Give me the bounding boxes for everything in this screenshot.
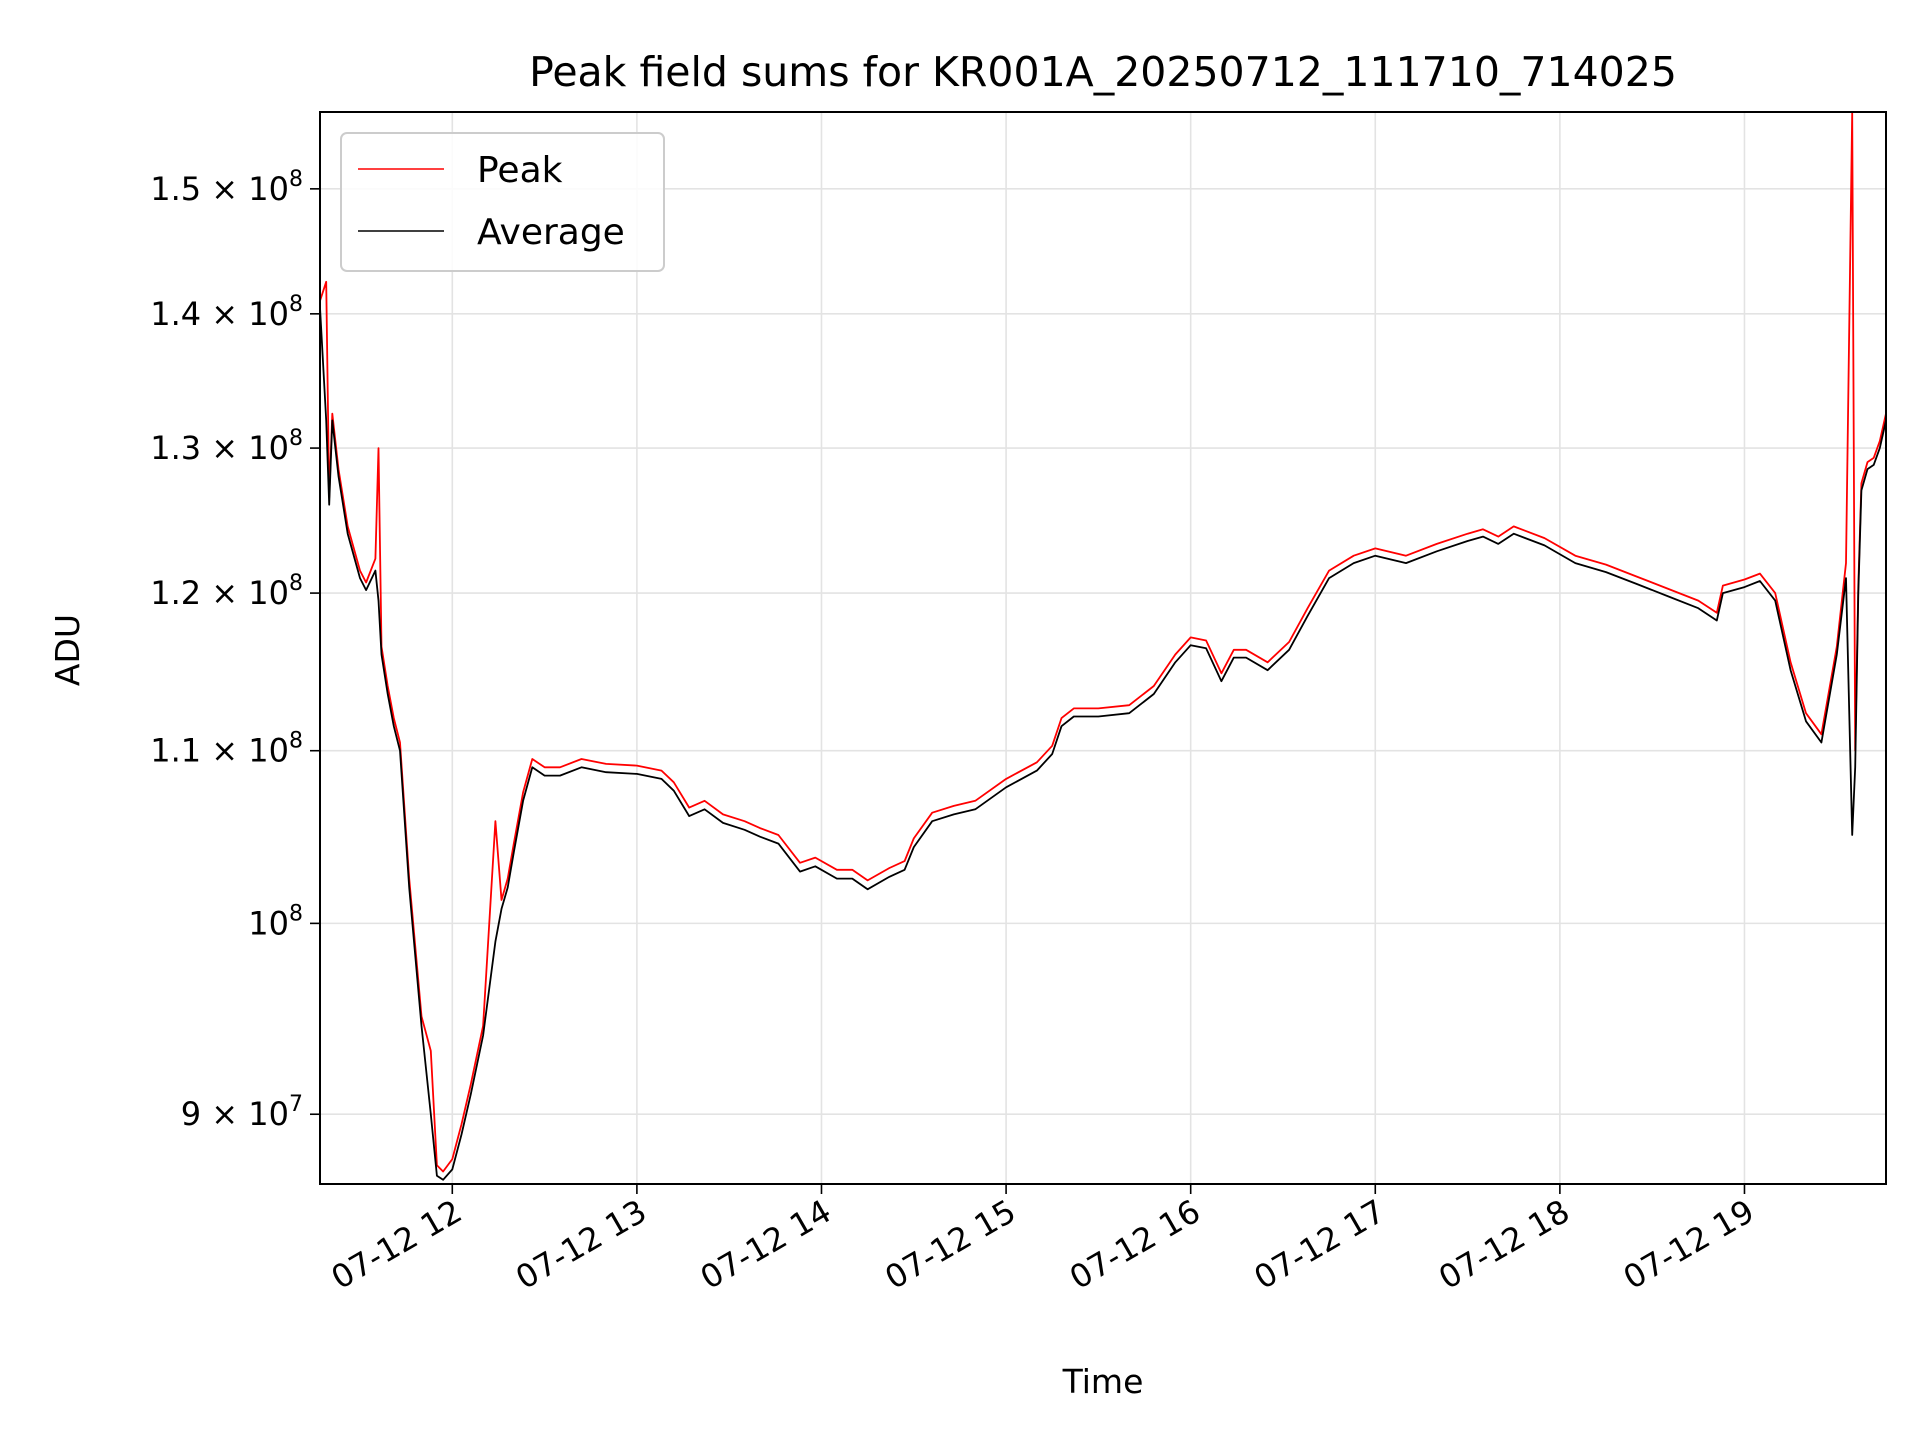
series-line-average <box>319 307 1887 1181</box>
legend-box <box>340 132 665 272</box>
series-line-peak <box>319 111 1887 1173</box>
plot-frame <box>319 111 1887 1185</box>
legend-label-peak: Peak <box>477 150 563 191</box>
chart-title: Peak field sums for KR001A_20250712_1117… <box>529 48 1677 96</box>
y-tick-label: 108 <box>248 901 303 942</box>
y-tick-label: 1.2 × 108 <box>150 571 303 612</box>
y-axis: 9 × 107 108 1.1 × 108 1.2 × 108 1.3 × 108 1.4… <box>150 167 320 1133</box>
legend: Peak Average <box>340 132 665 272</box>
y-tick-label: 9 × 107 <box>181 1092 303 1133</box>
x-axis-title: Time <box>1062 1362 1144 1401</box>
y-tick-label: 1.4 × 108 <box>150 292 303 333</box>
y-axis-title: ADU <box>48 614 87 686</box>
series-layer <box>319 111 1887 1181</box>
grid-lines <box>320 112 1886 1184</box>
y-tick-label: 1.1 × 108 <box>150 729 303 770</box>
y-tick-label: 1.5 × 108 <box>150 167 303 208</box>
legend-label-average: Average <box>477 212 625 253</box>
y-tick-label: 1.3 × 108 <box>150 426 303 467</box>
